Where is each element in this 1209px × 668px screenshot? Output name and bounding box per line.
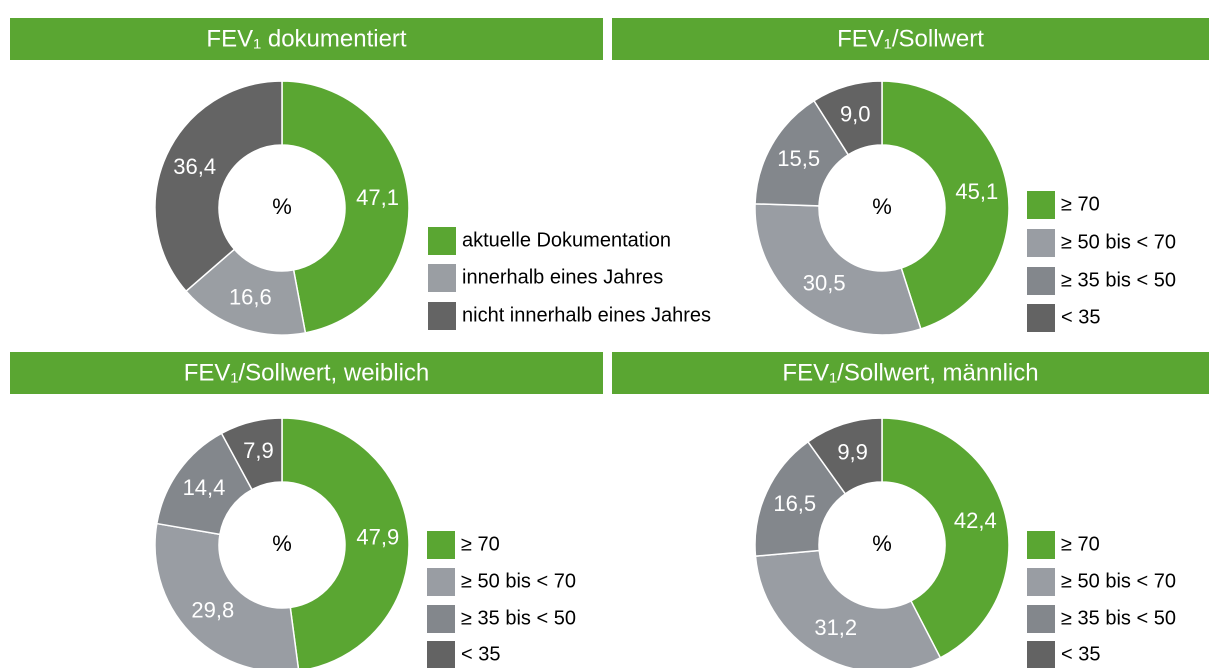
donut-slice	[281, 80, 410, 334]
legend-swatch	[427, 568, 455, 596]
legend-swatch	[1027, 568, 1055, 596]
center-label: %	[272, 194, 292, 219]
legend-label: ≥ 70	[461, 533, 500, 555]
legend-label: ≥ 50 bis < 70	[1061, 231, 1176, 253]
legend-label: innerhalb eines Jahres	[462, 266, 663, 288]
legend-label: ≥ 70	[1061, 533, 1100, 555]
legend-swatch	[1027, 229, 1055, 257]
donut-slice	[184, 248, 307, 336]
data-label: 30,5	[803, 270, 846, 295]
panel-header	[612, 18, 1209, 60]
legend-swatch	[427, 531, 455, 559]
legend-swatch	[1027, 641, 1055, 668]
legend-label: ≥ 35 bis < 50	[1061, 269, 1176, 291]
legend-label: ≥ 50 bis < 70	[1061, 570, 1176, 592]
data-label: 45,1	[955, 179, 998, 204]
legend-label: < 35	[1061, 306, 1100, 328]
data-label: 14,4	[183, 475, 226, 500]
legend-swatch	[428, 264, 456, 292]
data-label: 15,5	[777, 146, 820, 171]
panel-title: FEV₁/Sollwert, männlich	[782, 359, 1038, 386]
data-label: 47,1	[356, 185, 399, 210]
legend-label: ≥ 70	[1061, 193, 1100, 215]
legend-swatch	[428, 227, 456, 255]
legend-label: nicht innerhalb eines Jahres	[462, 304, 711, 326]
donut-slice	[281, 417, 410, 668]
donut-slice	[754, 549, 942, 668]
center-label: %	[872, 194, 892, 219]
donut-slice	[154, 80, 283, 293]
legend-label: ≥ 35 bis < 50	[461, 607, 576, 629]
donut-slice	[881, 417, 1010, 659]
data-label: 16,6	[229, 284, 272, 309]
donut-slice	[881, 80, 1010, 330]
data-label: 36,4	[173, 154, 216, 179]
panel-title: FEV₁/Sollwert, weiblich	[184, 359, 430, 386]
center-label: %	[872, 531, 892, 556]
panel-title: FEV₁/Sollwert	[837, 25, 984, 52]
legend-swatch	[1027, 304, 1055, 332]
donut-slice	[806, 417, 883, 495]
data-label: 9,0	[840, 102, 871, 127]
legend-label: ≥ 50 bis < 70	[461, 570, 576, 592]
panel-header	[10, 352, 603, 394]
legend-swatch	[1027, 531, 1055, 559]
legend-swatch	[1027, 267, 1055, 295]
data-label: 47,9	[356, 524, 399, 549]
data-label: 9,9	[837, 439, 868, 464]
data-label: 7,9	[243, 438, 274, 463]
panel-header	[612, 352, 1209, 394]
data-label: 16,5	[773, 491, 816, 516]
data-label: 29,8	[191, 597, 234, 622]
legend-swatch	[428, 302, 456, 330]
donut-slice	[812, 80, 883, 156]
center-label: %	[272, 531, 292, 556]
donut-slice	[154, 522, 300, 668]
panel-title: FEV₁ dokumentiert	[206, 25, 407, 52]
donut-slice	[220, 417, 283, 491]
data-label: 31,2	[814, 615, 857, 640]
donut-slice	[754, 203, 922, 336]
legend-swatch	[1027, 605, 1055, 633]
panel-header	[10, 18, 603, 60]
legend-swatch	[427, 641, 455, 668]
legend-label: aktuelle Dokumentation	[462, 229, 671, 251]
donut-slice	[754, 440, 847, 557]
legend-label: < 35	[1061, 643, 1100, 665]
legend-label: < 35	[461, 643, 500, 665]
legend-label: ≥ 35 bis < 50	[1061, 607, 1176, 629]
legend-swatch	[1027, 191, 1055, 219]
legend-swatch	[427, 605, 455, 633]
data-label: 42,4	[954, 508, 997, 533]
